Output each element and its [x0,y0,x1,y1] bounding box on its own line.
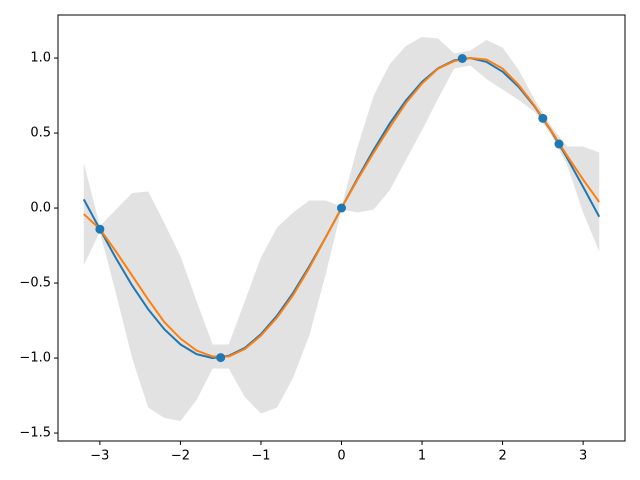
y-tick-label: −1.5 [19,426,51,441]
data-point [337,203,346,213]
x-tick-label: 3 [579,449,587,464]
x-tick-label: 0 [337,449,345,464]
y-tick-label: −0.5 [19,276,51,291]
x-tick-label: 2 [498,449,506,464]
x-tick-label: −3 [90,449,109,464]
data-point [554,139,564,149]
y-tick-label: 1.0 [30,51,51,66]
y-tick-label: 0.5 [30,126,51,141]
y-tick-label: −1.0 [19,351,51,366]
y-tick-label: 0.0 [30,201,51,216]
data-point [95,224,105,234]
data-point [457,54,467,63]
data-point [538,113,548,123]
x-tick-label: −1 [251,449,270,464]
x-tick-label: −2 [171,449,190,464]
x-tick-label: 1 [418,449,426,464]
confidence-band [83,37,600,422]
data-point [216,353,226,363]
